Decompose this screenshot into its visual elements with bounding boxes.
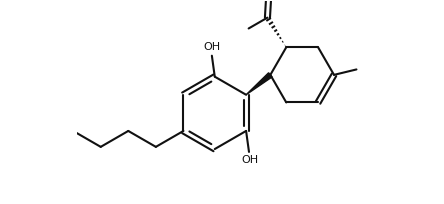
Polygon shape [246, 73, 272, 95]
Text: OH: OH [241, 155, 258, 165]
Text: OH: OH [203, 42, 220, 52]
